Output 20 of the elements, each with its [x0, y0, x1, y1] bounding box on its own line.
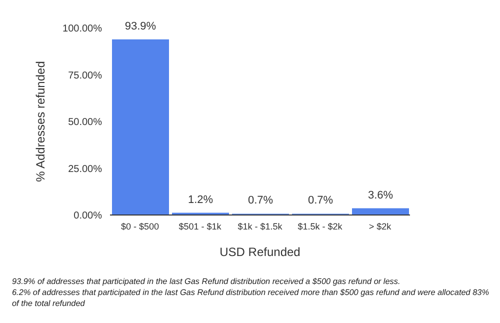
data-label: 3.6% [368, 189, 394, 202]
x-tick-label: $501 - $1k [178, 221, 222, 232]
x-tick-label: $1k - $1.5k [238, 221, 283, 232]
y-axis-title: % Addresses refunded [33, 61, 48, 182]
y-tick-label: 50.00% [68, 117, 102, 128]
bar [112, 39, 169, 215]
data-label: 0.7% [308, 194, 334, 207]
text: 6.2% of addresses that participated in the last Gas Refund distribution received more than $500 gas refund and were allocated 83% of the total refunded [12, 287, 490, 309]
text: 93.9% of addresses that participated in the last Gas Refund distribution received a $500 gas refund or less. [12, 276, 402, 287]
data-label: 93.9% [124, 20, 156, 32]
data-label: 1.2% [188, 194, 214, 206]
y-tick-label: 25.00% [68, 164, 102, 175]
x-axis-title: USD Refunded [220, 245, 300, 259]
y-tick-label: 0.00% [74, 210, 102, 222]
x-tick-label: > $2k [368, 221, 392, 232]
x-tick-label: $0 - $500 [120, 221, 160, 232]
x-tick-label: $1.5k - $2k [298, 221, 343, 232]
data-label: 0.7% [248, 194, 274, 207]
y-tick-label: 100.00% [62, 24, 102, 35]
y-tick-label: 75.00% [68, 70, 102, 82]
